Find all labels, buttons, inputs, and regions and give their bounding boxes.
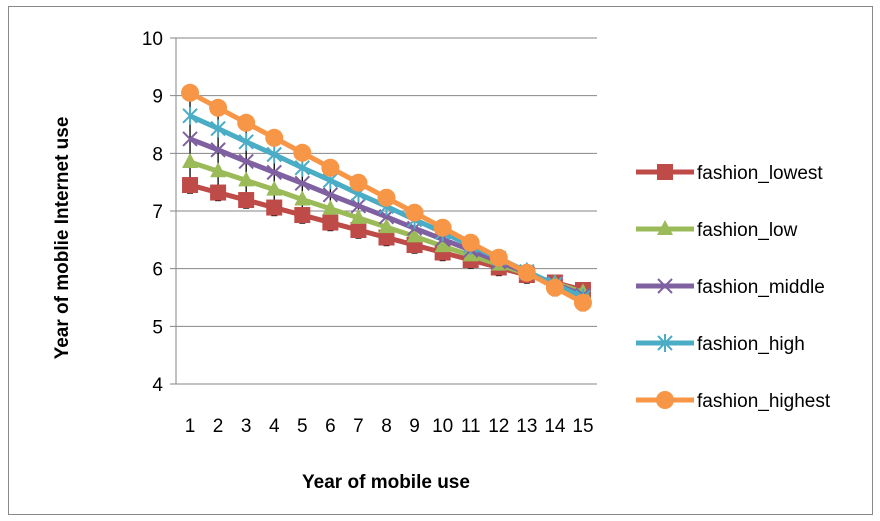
- data-point: [266, 164, 282, 181]
- data-point: [321, 158, 340, 177]
- data-point: [349, 173, 368, 192]
- legend-item-fashion_low: fashion_low: [636, 220, 798, 241]
- x-tick-label: 3: [241, 416, 252, 437]
- y-tick-label: 10: [142, 29, 163, 50]
- data-point: [406, 227, 423, 243]
- data-point: [378, 229, 395, 246]
- data-point: [238, 153, 254, 170]
- legend-marker: [657, 334, 673, 352]
- data-point: [350, 198, 367, 214]
- data-point: [266, 180, 283, 196]
- data-point: [182, 152, 199, 168]
- legend-item-fashion_high: fashion_high: [636, 334, 805, 355]
- data-point: [517, 263, 536, 282]
- legend-label: fashion_low: [697, 220, 798, 241]
- data-point: [461, 233, 480, 252]
- data-point: [266, 145, 282, 164]
- data-point: [181, 83, 200, 102]
- data-point: [573, 293, 592, 312]
- x-tick-label: 12: [488, 416, 509, 437]
- data-point: [322, 199, 339, 215]
- y-tick-label: 5: [152, 317, 163, 338]
- data-point: [545, 278, 564, 297]
- x-tick-label: 14: [544, 416, 566, 437]
- x-tick-label: 6: [325, 416, 336, 437]
- x-tick-label: 15: [572, 416, 593, 437]
- x-tick-label: 10: [432, 416, 453, 437]
- data-point: [378, 218, 395, 234]
- legend: fashion_lowest fashion_low fashion_middlef…: [636, 163, 831, 412]
- data-point: [209, 98, 228, 117]
- data-point: [210, 142, 226, 158]
- data-point: [377, 188, 396, 207]
- data-point: [238, 132, 254, 151]
- data-point: [238, 192, 255, 209]
- data-point: [294, 175, 311, 192]
- data-point: [238, 171, 255, 187]
- data-point: [293, 143, 312, 162]
- legend-label: fashion_highest: [697, 391, 831, 412]
- data-point: [237, 113, 256, 132]
- data-point: [350, 222, 367, 239]
- y-tick-label: 9: [152, 87, 163, 108]
- legend-marker: [657, 220, 673, 235]
- y-tick-label: 4: [152, 375, 163, 396]
- y-tick-label: 6: [152, 260, 163, 281]
- data-point: [405, 203, 424, 222]
- data-point: [210, 184, 227, 201]
- x-tick-label: 2: [213, 416, 224, 437]
- grid-lines: [170, 37, 597, 385]
- data-point: [182, 177, 199, 194]
- data-point: [433, 218, 452, 237]
- legend-label: fashion_lowest: [697, 163, 823, 184]
- legend-item-fashion_lowest: fashion_lowest: [636, 163, 823, 184]
- data-point: [294, 207, 311, 224]
- data-point: [265, 128, 284, 147]
- legend-marker: [657, 278, 673, 294]
- x-tick-label: 9: [409, 416, 420, 437]
- y-tick-label: 7: [152, 202, 163, 223]
- x-tick-label: 1: [185, 416, 196, 437]
- data-point: [350, 208, 367, 224]
- legend-label: fashion_middle: [697, 277, 825, 298]
- data-point: [210, 119, 226, 138]
- data-point: [210, 162, 227, 178]
- x-tick-label: 7: [353, 416, 364, 437]
- series-fashion_highest: [181, 83, 592, 312]
- data-point: [322, 214, 339, 231]
- x-tick-label: 8: [381, 416, 392, 437]
- y-tick-label: 8: [152, 144, 163, 165]
- series-lines: [181, 83, 592, 312]
- x-tick-label: 5: [297, 416, 308, 437]
- legend-marker: [657, 164, 673, 180]
- x-tick-label: 4: [269, 416, 280, 437]
- data-point: [266, 199, 283, 216]
- data-point: [434, 237, 451, 253]
- legend-marker: [656, 391, 674, 409]
- legend-item-fashion_highest: fashion_highest: [636, 391, 831, 412]
- data-point: [182, 106, 198, 125]
- x-tick-label: 11: [461, 416, 481, 437]
- legend-label: fashion_high: [697, 334, 805, 355]
- data-point: [322, 187, 339, 203]
- legend-item-fashion_middle: fashion_middle: [636, 277, 825, 298]
- y-axis-title: Year of moblie Internet use: [52, 117, 73, 360]
- data-point: [294, 190, 311, 206]
- x-tick-label: 13: [516, 416, 537, 437]
- data-point: [182, 131, 198, 147]
- x-axis-title: Year of mobile use: [302, 472, 470, 493]
- data-point: [489, 248, 508, 267]
